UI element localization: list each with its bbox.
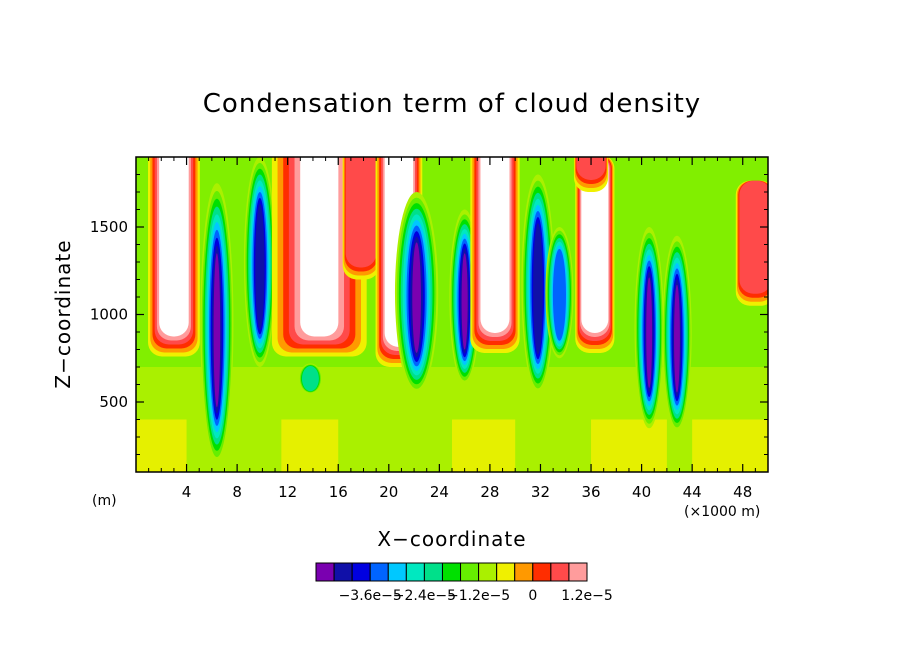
x-tick-label: 24 <box>430 483 449 501</box>
colorbar-label: −1.2e−5 <box>447 588 510 604</box>
x-tick-label: 4 <box>182 483 192 501</box>
low-level-positive-patch <box>692 419 768 472</box>
updraft-contour <box>581 157 609 333</box>
y-tick-label: 1000 <box>90 306 128 324</box>
downdraft-contour <box>533 223 543 355</box>
low-level-positive-patch <box>452 419 516 472</box>
x-tick-label: 16 <box>329 483 348 501</box>
chart-title: Condensation term of cloud density <box>203 89 701 119</box>
y-axis: 500 1000 1500 <box>90 174 768 455</box>
y-axis-title: Z−coordinate <box>51 239 75 388</box>
x-tick-label: 44 <box>683 483 702 501</box>
updraft-contour <box>739 180 768 294</box>
x-tick-label: 28 <box>480 483 499 501</box>
x-tick-label: 8 <box>232 483 242 501</box>
downdraft-contour <box>301 365 319 392</box>
downdraft-contour <box>461 253 468 350</box>
updraft-contour <box>300 157 339 337</box>
colorbar-swatch <box>496 562 516 582</box>
low-level-positive-patch <box>281 419 339 472</box>
x-tick-label: 40 <box>632 483 651 501</box>
y-tick-label: 1500 <box>90 218 128 236</box>
downdraft-contour <box>255 203 265 330</box>
colorbar-swatch <box>387 562 407 582</box>
colorbar-label: 1.2e−5 <box>561 588 613 604</box>
colorbar-label: −2.4e−5 <box>393 588 456 604</box>
downdraft-contour <box>213 253 221 408</box>
updraft-contour <box>159 157 189 337</box>
colorbar-label: −3.6e−5 <box>339 588 402 604</box>
colorbar-swatch <box>351 562 371 582</box>
colorbar-swatch <box>532 562 552 582</box>
colorbar-swatch <box>405 562 425 582</box>
x-tick-label: 20 <box>379 483 398 501</box>
colorbar: −3.6e−5−2.4e−5−1.2e−5 0 1.2e−5 <box>315 562 613 604</box>
x-unit-left-label: (m) <box>92 493 117 509</box>
x-axis: 4 8 12 16 20 24 28 32 36 40 44 48 <box>148 157 756 501</box>
low-level-positive-patch <box>591 419 667 472</box>
downdraft-contour <box>552 248 566 341</box>
low-level-positive-patch <box>136 419 187 472</box>
downdraft-contour <box>674 284 680 393</box>
x-tick-label: 12 <box>278 483 297 501</box>
x-unit-right-label: (×1000 m) <box>684 504 760 520</box>
colorbar-swatch <box>423 562 443 582</box>
colorbar-swatch <box>568 562 588 582</box>
colorbar-swatch <box>441 562 462 582</box>
x-axis-title: X−coordinate <box>377 527 526 551</box>
colorbar-swatch <box>460 562 480 582</box>
updraft-contour <box>576 157 606 180</box>
x-tick-label: 32 <box>531 483 550 501</box>
updraft-contour <box>345 157 377 268</box>
colorbar-swatch <box>514 562 534 582</box>
colorbar-label: 0 <box>528 588 537 604</box>
colorbar-swatch <box>369 562 389 582</box>
colorbar-swatch <box>478 562 498 582</box>
colorbar-swatch <box>315 562 335 582</box>
updraft-contour <box>480 157 510 333</box>
colorbar-swatch <box>333 562 353 582</box>
x-tick-label: 48 <box>733 483 752 501</box>
downdraft-contour <box>646 277 653 388</box>
y-tick-label: 500 <box>99 393 128 411</box>
colorbar-swatch <box>550 562 570 582</box>
x-tick-label: 36 <box>581 483 600 501</box>
plot-area <box>136 157 768 472</box>
downdraft-contour <box>412 242 421 353</box>
